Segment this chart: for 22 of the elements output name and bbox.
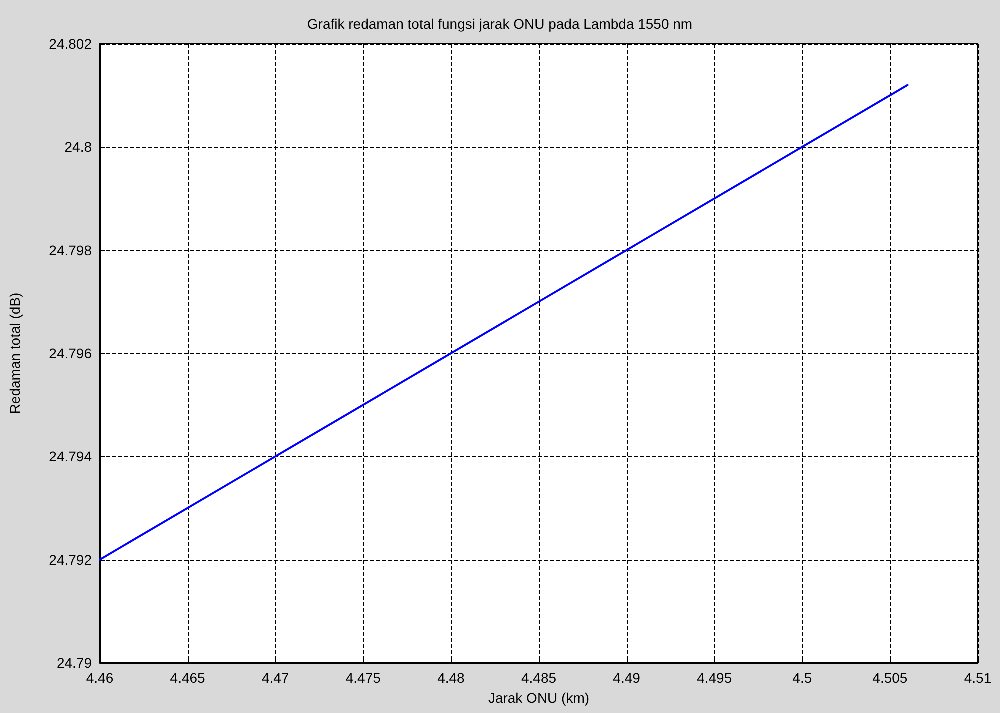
y-tick-label: 24.794 bbox=[49, 448, 92, 465]
line-series bbox=[99, 84, 909, 561]
x-tick-label: 4.51 bbox=[964, 670, 992, 686]
y-axis-title: Redaman total (dB) bbox=[7, 292, 23, 414]
x-tick-label: 4.47 bbox=[262, 670, 290, 686]
x-axis-title: Jarak ONU (km) bbox=[488, 690, 590, 706]
y-tick-label: 24.798 bbox=[49, 242, 92, 258]
x-tick-label: 4.465 bbox=[170, 670, 206, 686]
y-tick-label: 24.802 bbox=[49, 36, 92, 52]
y-tick-label: 24.79 bbox=[56, 655, 92, 671]
x-tick-label: 4.475 bbox=[346, 670, 382, 686]
y-tick-label: 24.796 bbox=[49, 346, 92, 362]
y-tick-label: 24.8 bbox=[64, 139, 92, 156]
x-tick-label: 4.49 bbox=[613, 670, 641, 686]
chart-title: Grafik redaman total fungsi jarak ONU pada Lambda 1550 nm bbox=[307, 16, 693, 32]
x-tick-label: 4.505 bbox=[872, 670, 908, 686]
x-tick-label: 4.48 bbox=[438, 670, 466, 686]
x-tick-label: 4.5 bbox=[792, 670, 812, 686]
x-tick-label: 4.485 bbox=[521, 670, 557, 686]
x-tick-label: 4.46 bbox=[86, 670, 114, 686]
x-tick-label: 4.495 bbox=[697, 670, 732, 686]
y-tick-label: 24.792 bbox=[49, 552, 92, 568]
